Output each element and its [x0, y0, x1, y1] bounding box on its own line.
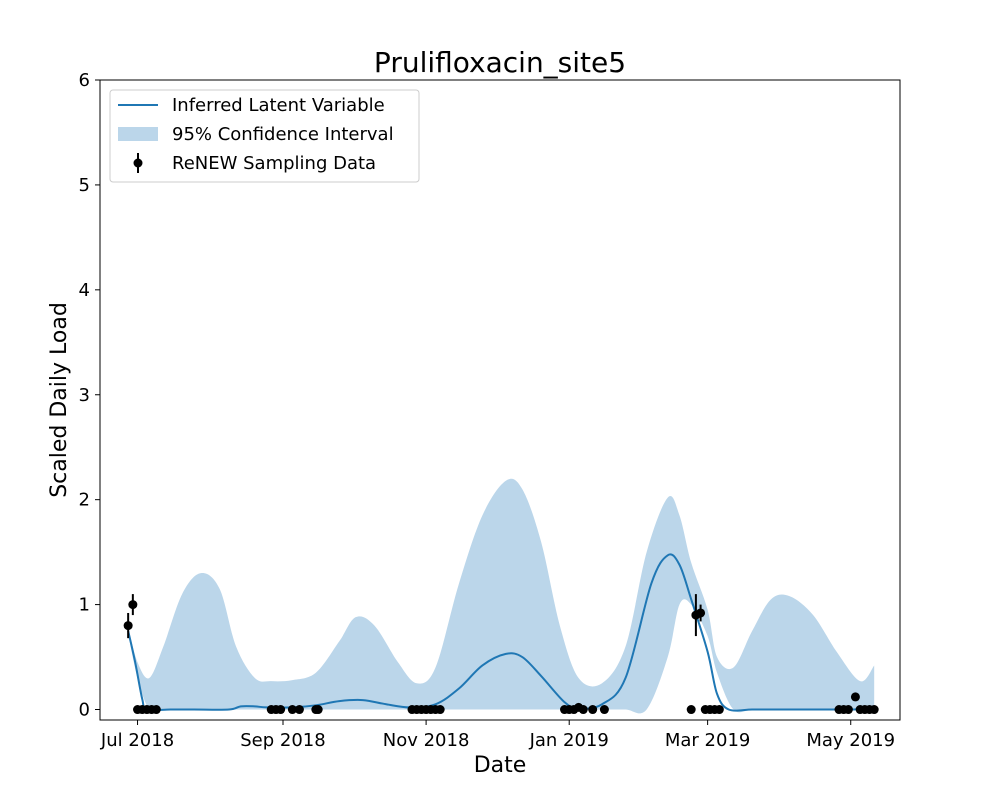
data-point	[151, 705, 161, 715]
data-point	[714, 705, 724, 715]
x-tick-label: Nov 2018	[383, 730, 470, 751]
legend-label-points: ReNEW Sampling Data	[172, 153, 376, 174]
data-point	[696, 608, 706, 618]
y-tick-label: 6	[79, 70, 90, 91]
data-point	[599, 705, 609, 715]
y-tick-label: 5	[79, 175, 90, 196]
data-point	[294, 705, 304, 715]
y-tick-label: 3	[79, 385, 90, 406]
data-point	[869, 705, 879, 715]
x-tick-label: Mar 2019	[665, 730, 751, 751]
y-tick-label: 0	[79, 700, 90, 721]
data-point	[123, 621, 133, 631]
x-axis: Jul 2018 Sep 2018 Nov 2018 Jan 2019 Mar 2019…	[100, 720, 895, 751]
latent-variable-line	[127, 553, 875, 712]
plot-area	[123, 478, 879, 715]
x-tick-label: Jan 2019	[529, 730, 609, 751]
y-axis: 0 1 2 3 4 5 6	[79, 70, 100, 721]
y-axis-label: Scaled Daily Load	[47, 302, 72, 498]
legend-label-band: 95% Confidence Interval	[172, 124, 394, 145]
data-point	[686, 705, 696, 715]
data-point	[128, 600, 138, 610]
sampling-points	[123, 594, 879, 715]
y-tick-label: 2	[79, 490, 90, 511]
data-point	[287, 705, 297, 715]
data-point	[578, 705, 588, 715]
data-point	[850, 692, 860, 702]
x-tick-label: Sep 2018	[240, 730, 325, 751]
data-point	[435, 705, 445, 715]
x-tick-label: May 2019	[806, 730, 895, 751]
x-tick-label: Jul 2018	[100, 730, 174, 751]
data-point	[843, 705, 853, 715]
x-axis-label: Date	[474, 753, 527, 778]
legend-point-swatch	[133, 158, 143, 168]
data-point	[313, 705, 323, 715]
plot-frame	[99, 79, 901, 721]
legend: Inferred Latent Variable 95% Confidence …	[109, 89, 420, 183]
data-point	[276, 705, 286, 715]
y-tick-label: 1	[79, 595, 90, 616]
legend-label-line: Inferred Latent Variable	[172, 95, 385, 116]
legend-box	[109, 89, 420, 183]
legend-band-swatch	[118, 127, 158, 141]
chart-title: Prulifloxacin_site5	[374, 46, 626, 79]
confidence-band	[128, 478, 875, 714]
y-tick-label: 4	[79, 280, 90, 301]
data-point	[588, 705, 598, 715]
